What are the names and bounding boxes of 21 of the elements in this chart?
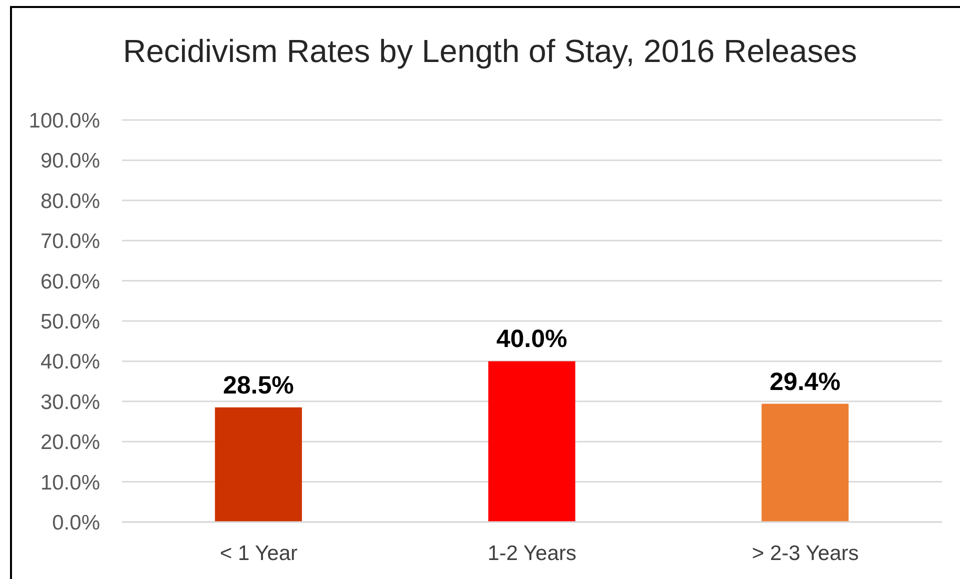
y-tick-label: 60.0%: [40, 270, 100, 294]
x-tick-label: < 1 Year: [220, 542, 298, 565]
y-tick-label: 90.0%: [40, 150, 100, 173]
bar: [214, 407, 302, 522]
data-label: 29.4%: [770, 368, 841, 396]
y-tick-label: 10.0%: [40, 471, 100, 494]
y-tick-label: 80.0%: [40, 190, 100, 213]
y-tick-label: 100.0%: [28, 109, 100, 132]
y-tick-label: 20.0%: [40, 431, 100, 454]
bar: [488, 361, 576, 522]
x-tick-label: > 2-3 Years: [752, 542, 859, 565]
y-tick-label: 70.0%: [40, 230, 100, 254]
bar: [762, 404, 849, 522]
y-tick-label: 30.0%: [40, 390, 100, 414]
y-tick-label: 50.0%: [40, 310, 100, 334]
data-label: 40.0%: [496, 325, 568, 354]
data-label: 28.5%: [222, 371, 294, 400]
y-tick-label: 40.0%: [40, 350, 100, 374]
y-tick-label: 0.0%: [52, 511, 100, 534]
chart-title: Recidivism Rates by Length of Stay, 2016 Releases: [122, 32, 858, 70]
x-tick-label: 1-2 Years: [488, 542, 576, 565]
